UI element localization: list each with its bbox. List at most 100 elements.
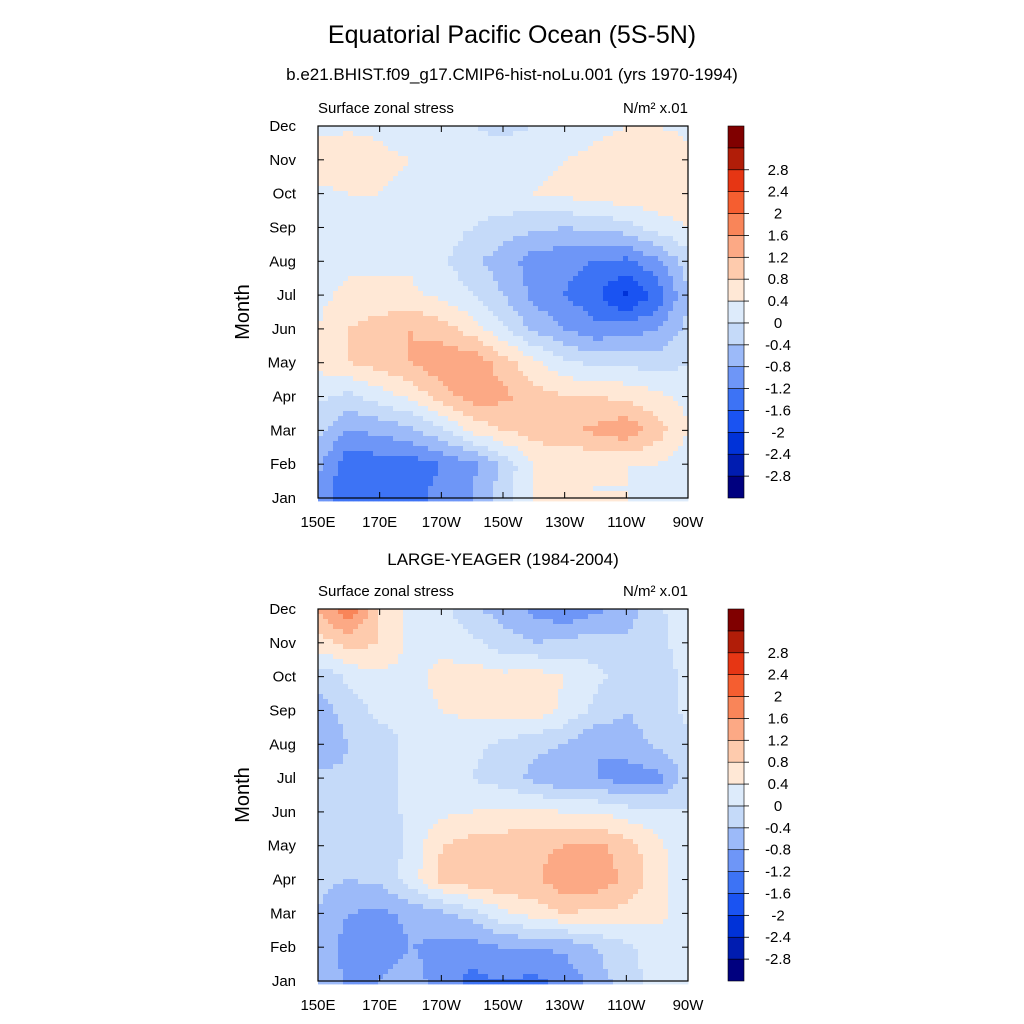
contour-cell xyxy=(443,316,449,322)
contour-cell xyxy=(398,381,404,387)
contour-cell xyxy=(438,366,444,372)
contour-cell xyxy=(613,351,619,357)
contour-cell xyxy=(568,146,574,152)
contour-cell xyxy=(398,386,404,392)
contour-cell xyxy=(388,351,394,357)
contour-cell xyxy=(438,386,444,392)
contour-cell xyxy=(438,361,444,367)
contour-cell xyxy=(528,426,534,432)
contour-cell xyxy=(653,161,659,167)
contour-cell xyxy=(553,366,559,372)
contour-cell xyxy=(468,166,474,172)
contour-cell xyxy=(628,306,634,312)
contour-cell xyxy=(598,141,604,147)
contour-cell xyxy=(443,356,449,362)
contour-cell xyxy=(388,186,394,192)
contour-cell xyxy=(383,126,389,132)
contour-cell xyxy=(623,406,629,412)
contour-cell xyxy=(443,391,449,397)
contour-cell xyxy=(333,361,339,367)
contour-cell xyxy=(588,326,594,332)
contour-cell xyxy=(503,416,509,422)
contour-cell xyxy=(623,166,629,172)
contour-cell xyxy=(618,366,624,372)
contour-cell xyxy=(613,291,619,297)
contour-cell xyxy=(593,351,599,357)
contour-cell xyxy=(508,406,514,412)
contour-cell xyxy=(628,431,634,437)
contour-cell xyxy=(648,306,654,312)
contour-cell xyxy=(648,376,654,382)
contour-cell xyxy=(548,131,554,137)
contour-cell xyxy=(523,136,529,142)
contour-cell xyxy=(518,391,524,397)
contour-cell xyxy=(588,276,594,282)
contour-cell xyxy=(398,176,404,182)
contour-cell xyxy=(658,381,664,387)
contour-cell xyxy=(423,356,429,362)
contour-cell xyxy=(393,371,399,377)
contour-cell xyxy=(468,406,474,412)
contour-cell xyxy=(573,441,579,447)
contour-cell xyxy=(593,126,599,132)
contour-cell xyxy=(393,146,399,152)
contour-cell xyxy=(418,256,424,262)
contour-cell xyxy=(608,286,614,292)
contour-cell xyxy=(623,191,629,197)
contour-cell xyxy=(388,276,394,282)
contour-cell xyxy=(583,281,589,287)
contour-cell xyxy=(438,171,444,177)
contour-cell xyxy=(443,346,449,352)
contour-cell xyxy=(638,396,644,402)
contour-cell xyxy=(483,261,489,267)
contour-cell xyxy=(368,291,374,297)
contour-cell xyxy=(578,361,584,367)
contour-cell xyxy=(653,296,659,302)
contour-cell xyxy=(683,166,689,172)
contour-cell xyxy=(518,351,524,357)
contour-cell xyxy=(658,341,664,347)
contour-cell xyxy=(488,206,494,212)
contour-cell xyxy=(493,456,499,462)
contour-cell xyxy=(488,421,494,427)
contour-cell xyxy=(533,266,539,272)
contour-cell xyxy=(343,131,349,137)
contour-cell xyxy=(418,336,424,342)
contour-cell xyxy=(528,281,534,287)
contour-cell xyxy=(508,441,514,447)
contour-cell xyxy=(518,431,524,437)
contour-cell xyxy=(643,171,649,177)
contour-cell xyxy=(573,141,579,147)
contour-cell xyxy=(398,211,404,217)
contour-cell xyxy=(433,256,439,262)
contour-cell xyxy=(593,331,599,337)
contour-cell xyxy=(413,336,419,342)
contour-cell xyxy=(458,276,464,282)
contour-cell xyxy=(663,421,669,427)
contour-cell xyxy=(473,296,479,302)
contour-cell xyxy=(508,356,514,362)
contour-cell xyxy=(378,316,384,322)
contour-cell xyxy=(623,411,629,417)
contour-cell xyxy=(628,151,634,157)
contour-cell xyxy=(658,141,664,147)
contour-cell xyxy=(548,296,554,302)
contour-cell xyxy=(663,231,669,237)
contour-cell xyxy=(343,256,349,262)
contour-cell xyxy=(618,281,624,287)
figure-title: Equatorial Pacific Ocean (5S-5N) xyxy=(327,21,697,49)
contour-cell xyxy=(383,346,389,352)
contour-cell xyxy=(563,411,569,417)
contour-cell xyxy=(543,321,549,327)
contour-cell xyxy=(478,336,484,342)
contour-cell xyxy=(678,436,684,442)
contour-cell xyxy=(413,361,419,367)
contour-cell xyxy=(543,291,549,297)
contour-cell xyxy=(603,361,609,367)
contour-cell xyxy=(463,156,469,162)
contour-cell xyxy=(453,131,459,137)
contour-cell xyxy=(588,216,594,222)
contour-cell xyxy=(443,256,449,262)
contour-cell xyxy=(428,211,434,217)
contour-cell xyxy=(473,401,479,407)
